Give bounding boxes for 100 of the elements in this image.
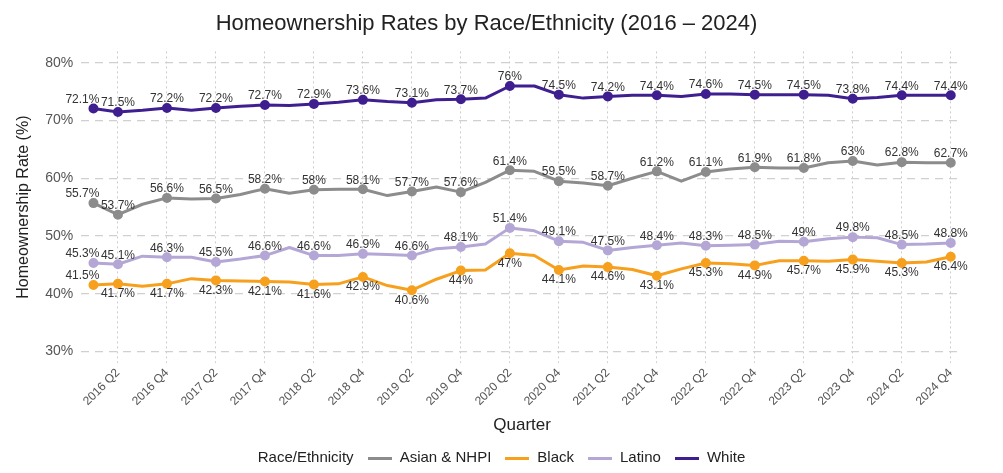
point bbox=[308, 184, 319, 195]
data-label: 72.7% bbox=[247, 88, 283, 103]
point bbox=[259, 250, 270, 261]
legend-title: Race/Ethnicity bbox=[257, 448, 354, 465]
point bbox=[700, 89, 711, 100]
point bbox=[602, 91, 613, 102]
point bbox=[357, 248, 368, 259]
data-label: 49.1% bbox=[541, 224, 577, 239]
point bbox=[749, 239, 760, 250]
data-label: 45.9% bbox=[835, 261, 871, 276]
chart-title: Homeownership Rates by Race/Ethnicity (2016 – 2024) bbox=[215, 10, 758, 36]
point bbox=[504, 165, 515, 176]
point bbox=[651, 166, 662, 177]
data-label: 45.3% bbox=[884, 265, 920, 280]
data-label: 48.3% bbox=[688, 229, 724, 244]
data-label: 41.7% bbox=[100, 286, 136, 301]
data-label: 48.5% bbox=[737, 227, 773, 242]
point bbox=[847, 155, 858, 166]
point bbox=[406, 250, 417, 261]
data-label: 44% bbox=[448, 272, 474, 287]
point bbox=[308, 98, 319, 109]
data-label: 57.6% bbox=[443, 175, 479, 190]
point bbox=[259, 276, 270, 287]
point bbox=[553, 236, 564, 247]
point bbox=[602, 180, 613, 191]
data-label: 61.4% bbox=[492, 153, 528, 168]
data-label: 55.7% bbox=[65, 186, 100, 201]
point bbox=[210, 193, 221, 204]
data-label: 74.5% bbox=[541, 77, 577, 92]
data-label: 44.6% bbox=[590, 269, 626, 284]
point bbox=[847, 93, 858, 104]
point bbox=[896, 90, 907, 101]
data-label: 59.5% bbox=[541, 164, 577, 179]
data-label: 47% bbox=[497, 255, 523, 270]
data-label: 43.1% bbox=[639, 278, 675, 293]
point bbox=[553, 265, 564, 275]
data-label: 40.6% bbox=[394, 292, 430, 307]
point bbox=[406, 285, 417, 296]
data-label: 73.6% bbox=[345, 83, 381, 98]
data-label: 73.1% bbox=[394, 86, 430, 101]
point bbox=[896, 239, 907, 250]
point bbox=[504, 222, 515, 233]
data-label: 41.7% bbox=[149, 286, 185, 301]
point bbox=[749, 162, 760, 173]
y-tick-label: 50% bbox=[45, 226, 74, 243]
data-label: 45.1% bbox=[100, 247, 136, 262]
data-label: 42.1% bbox=[247, 283, 283, 298]
point bbox=[749, 89, 760, 100]
data-label: 72.9% bbox=[296, 87, 332, 102]
data-label: 47.5% bbox=[590, 233, 626, 248]
data-label: 48.4% bbox=[639, 228, 675, 243]
data-label: 58% bbox=[301, 173, 327, 188]
data-label: 62.8% bbox=[884, 145, 920, 160]
data-label: 53.7% bbox=[100, 197, 136, 212]
point bbox=[259, 100, 270, 111]
legend-label: Latino bbox=[619, 448, 661, 465]
point bbox=[798, 255, 809, 266]
point bbox=[504, 248, 515, 259]
data-label: 62.7% bbox=[933, 146, 969, 161]
point bbox=[161, 252, 172, 263]
point bbox=[798, 236, 809, 247]
legend-label: Asian & NHPI bbox=[398, 448, 492, 465]
point bbox=[651, 240, 662, 251]
data-label: 42.3% bbox=[198, 282, 234, 297]
y-tick-label: 30% bbox=[45, 342, 74, 359]
data-label: 56.6% bbox=[149, 181, 185, 196]
data-label: 49% bbox=[791, 225, 817, 240]
y-tick-label: 40% bbox=[45, 284, 74, 301]
point bbox=[357, 94, 368, 105]
data-label: 76% bbox=[497, 69, 523, 84]
point bbox=[896, 157, 907, 168]
point bbox=[945, 251, 956, 262]
data-label: 61.2% bbox=[639, 154, 675, 169]
data-label: 61.8% bbox=[786, 151, 822, 166]
point bbox=[112, 259, 123, 270]
data-label: 63% bbox=[840, 144, 866, 159]
data-label: 49.8% bbox=[835, 220, 871, 235]
point bbox=[455, 187, 466, 198]
point bbox=[553, 176, 564, 187]
data-label: 44.9% bbox=[737, 267, 773, 282]
point bbox=[161, 278, 172, 289]
point bbox=[455, 94, 466, 105]
legend-label: White bbox=[705, 448, 746, 465]
point bbox=[602, 245, 613, 256]
point bbox=[112, 278, 123, 289]
point bbox=[112, 106, 123, 117]
point bbox=[700, 166, 711, 177]
point bbox=[88, 198, 99, 209]
data-label: 46.6% bbox=[296, 238, 332, 253]
point bbox=[945, 237, 956, 248]
data-label: 71.5% bbox=[100, 95, 136, 110]
data-label: 48.1% bbox=[443, 230, 479, 245]
point bbox=[455, 265, 466, 276]
data-label: 45.5% bbox=[198, 245, 234, 260]
data-label: 74.4% bbox=[933, 78, 969, 93]
point bbox=[749, 260, 760, 271]
data-label: 73.8% bbox=[835, 82, 871, 97]
data-label: 73.7% bbox=[443, 82, 479, 97]
y-tick-label: 70% bbox=[45, 111, 74, 128]
x-axis-title: Quarter bbox=[493, 415, 552, 435]
